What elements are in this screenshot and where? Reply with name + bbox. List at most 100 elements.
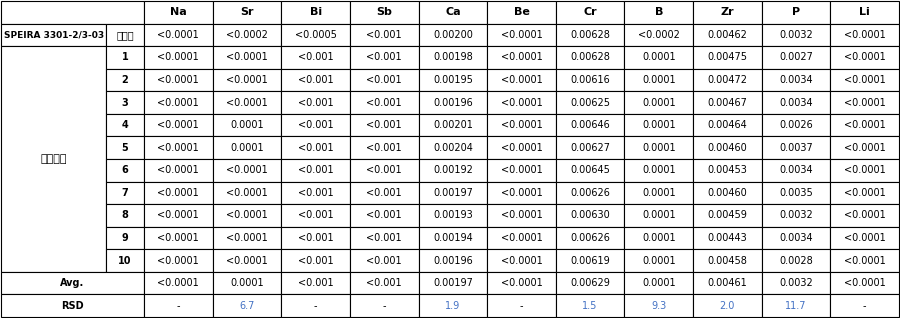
Text: 0.0037: 0.0037	[779, 143, 813, 153]
Text: 0.00453: 0.00453	[707, 165, 747, 175]
Bar	[350, 91, 418, 114]
Text: <0.0001: <0.0001	[158, 52, 199, 62]
Bar	[556, 91, 625, 114]
Bar	[693, 272, 761, 294]
Text: <0.0001: <0.0001	[500, 120, 543, 130]
Bar	[487, 227, 556, 249]
Bar	[212, 249, 282, 272]
Text: 0.00198: 0.00198	[433, 52, 472, 62]
Bar	[282, 294, 350, 317]
Bar	[625, 69, 693, 91]
Text: 0.00462: 0.00462	[707, 30, 747, 40]
Text: 0.00628: 0.00628	[571, 52, 610, 62]
Bar	[350, 114, 418, 136]
Text: 0.00196: 0.00196	[433, 256, 472, 266]
Bar	[418, 91, 487, 114]
Text: 0.00201: 0.00201	[433, 120, 472, 130]
Text: -: -	[520, 301, 523, 311]
Text: <0.001: <0.001	[366, 278, 402, 288]
Text: <0.0001: <0.0001	[158, 165, 199, 175]
Text: Ca: Ca	[446, 7, 461, 17]
Bar	[350, 69, 418, 91]
Bar	[350, 136, 418, 159]
Bar	[282, 204, 350, 227]
Bar	[625, 294, 693, 317]
Bar	[831, 114, 899, 136]
Text: <0.0001: <0.0001	[226, 165, 268, 175]
Bar	[761, 182, 831, 204]
Text: 1.5: 1.5	[582, 301, 598, 311]
Bar	[487, 24, 556, 46]
Text: <0.0002: <0.0002	[226, 30, 268, 40]
Bar	[625, 159, 693, 182]
Bar	[761, 114, 831, 136]
Bar	[625, 204, 693, 227]
Bar	[144, 182, 212, 204]
Bar	[761, 69, 831, 91]
Bar	[556, 24, 625, 46]
Bar	[761, 272, 831, 294]
Text: B: B	[654, 7, 663, 17]
Bar	[1, 46, 106, 272]
Bar	[418, 182, 487, 204]
Bar	[282, 69, 350, 91]
Bar	[693, 69, 761, 91]
Bar	[831, 249, 899, 272]
Bar	[831, 1, 899, 24]
Text: SPEIRA 3301-2/3-03: SPEIRA 3301-2/3-03	[4, 30, 104, 39]
Bar	[212, 1, 282, 24]
Bar	[1, 272, 144, 294]
Text: <0.0001: <0.0001	[226, 256, 268, 266]
Text: 0.0027: 0.0027	[779, 52, 813, 62]
Text: 1.9: 1.9	[446, 301, 461, 311]
Bar	[487, 294, 556, 317]
Bar	[350, 227, 418, 249]
Bar	[1, 294, 144, 317]
Text: 0.0001: 0.0001	[642, 233, 676, 243]
Bar	[487, 91, 556, 114]
Bar	[212, 69, 282, 91]
Bar	[693, 227, 761, 249]
Bar	[761, 24, 831, 46]
Text: 0.00646: 0.00646	[571, 120, 610, 130]
Bar	[487, 272, 556, 294]
Text: <0.0001: <0.0001	[158, 98, 199, 107]
Text: Zr: Zr	[721, 7, 734, 17]
Text: <0.0001: <0.0001	[500, 143, 543, 153]
Bar	[106, 69, 144, 91]
Bar	[487, 159, 556, 182]
Bar	[556, 136, 625, 159]
Bar	[1, 1, 144, 24]
Text: 0.00616: 0.00616	[571, 75, 610, 85]
Bar	[831, 24, 899, 46]
Text: 0.0001: 0.0001	[642, 52, 676, 62]
Bar	[144, 46, 212, 69]
Bar	[144, 114, 212, 136]
Bar	[831, 91, 899, 114]
Text: 0.0001: 0.0001	[230, 278, 264, 288]
Bar	[144, 1, 212, 24]
Text: 0.00460: 0.00460	[707, 143, 747, 153]
Bar	[418, 46, 487, 69]
Bar	[1, 24, 106, 46]
Bar	[144, 204, 212, 227]
Text: <0.0001: <0.0001	[158, 211, 199, 220]
Text: Li: Li	[860, 7, 870, 17]
Bar	[144, 159, 212, 182]
Text: <0.001: <0.001	[298, 165, 333, 175]
Text: -: -	[863, 301, 867, 311]
Text: <0.0001: <0.0001	[844, 256, 886, 266]
Text: 0.0032: 0.0032	[779, 211, 813, 220]
Bar	[282, 114, 350, 136]
Bar	[693, 91, 761, 114]
Bar	[106, 182, 144, 204]
Bar	[556, 182, 625, 204]
Bar	[831, 136, 899, 159]
Text: 0.00194: 0.00194	[433, 233, 472, 243]
Bar	[106, 24, 144, 46]
Bar	[556, 294, 625, 317]
Text: 0.00626: 0.00626	[571, 188, 610, 198]
Bar	[418, 159, 487, 182]
Bar	[418, 136, 487, 159]
Text: 0.00443: 0.00443	[707, 233, 747, 243]
